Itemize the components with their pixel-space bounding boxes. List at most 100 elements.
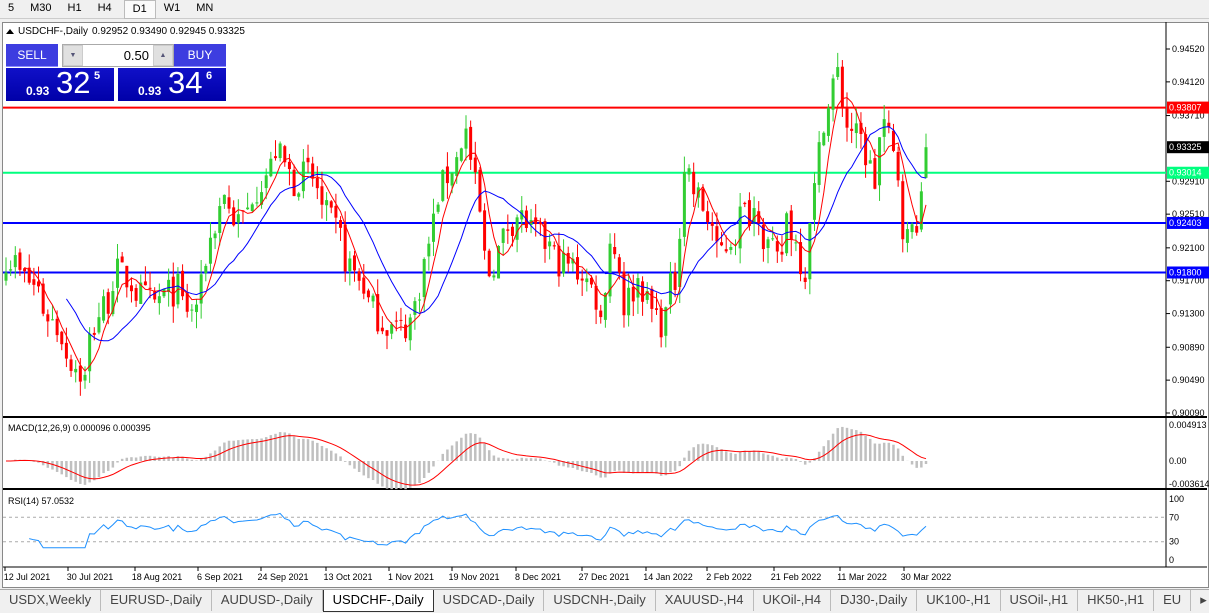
timeframe-h1[interactable]: H1	[67, 2, 82, 14]
level-price-label: 0.93807	[1169, 103, 1202, 113]
candle-body	[450, 173, 454, 186]
candle-body	[13, 255, 17, 268]
candle-body	[120, 256, 124, 263]
candle-body	[213, 233, 217, 239]
timeframe-toolbar: 5 M30 H1 H4 D1 W1 MN	[0, 0, 1209, 19]
candle-body	[464, 128, 468, 149]
timeframe-d1[interactable]: D1	[123, 0, 156, 19]
candle-body	[371, 295, 375, 302]
timeframe-w1[interactable]: W1	[163, 2, 181, 14]
candle-body	[896, 151, 900, 181]
candle-body	[840, 66, 844, 108]
buy-price-pip: 6	[206, 70, 213, 82]
candle-body	[227, 197, 231, 209]
candle-body	[50, 319, 54, 321]
candle-body	[478, 169, 482, 212]
macd-label: MACD(12,26,9) 0.000096 0.000395	[8, 423, 151, 433]
buy-price[interactable]: 0.93 34 6	[118, 65, 226, 101]
decrease-lot-icon[interactable]: ▼	[63, 45, 83, 66]
candle-body	[864, 134, 868, 166]
candle-body	[380, 327, 384, 332]
tab-uk100-h1[interactable]: UK100-,H1	[917, 590, 1001, 611]
sell-price[interactable]: 0.93 32 5	[6, 65, 114, 101]
candle-body	[46, 314, 50, 322]
increase-lot-icon[interactable]: ▲	[153, 45, 173, 66]
tab-dj30-daily[interactable]: DJ30-,Daily	[831, 590, 918, 611]
candle-body	[97, 317, 101, 333]
level-price-label: 0.91800	[1169, 267, 1202, 277]
candle-body	[329, 201, 333, 208]
date-tick-label: 30 Mar 2022	[901, 572, 952, 582]
candle-body	[60, 331, 64, 345]
candle-body	[222, 194, 226, 204]
candle-body	[891, 130, 895, 151]
candle-body	[483, 210, 487, 251]
current-price-label: 0.93325	[1169, 142, 1202, 152]
collapse-triangle-icon[interactable]	[6, 29, 14, 34]
tab-usdx-weekly[interactable]: USDX,Weekly	[0, 590, 102, 611]
candle-body	[232, 207, 236, 226]
candle-body	[915, 226, 919, 233]
tab-usdcnh-daily[interactable]: USDCNH-,Daily	[544, 590, 656, 611]
chart-canvas[interactable]: 0.94520 0.94120 0.93710 0.92910 0.92510 0.921…	[0, 0, 1209, 589]
sell-price-big: 32	[56, 65, 91, 100]
sell-button[interactable]: SELL	[6, 44, 58, 67]
candle-body	[278, 143, 282, 159]
tab-xauusd-h4[interactable]: XAUUSD-,H4	[656, 590, 754, 611]
candle-body	[627, 287, 631, 316]
candle-body	[366, 290, 370, 298]
candle-body	[799, 242, 803, 275]
symbol-label: USDCHF-,Daily	[18, 26, 88, 37]
price-tick-label: 0.90090	[1172, 408, 1205, 418]
candle-body	[562, 252, 566, 274]
candle-body	[264, 175, 268, 189]
candle-body	[836, 67, 840, 77]
candle-body	[678, 238, 682, 287]
candle-body	[139, 282, 143, 304]
candle-body	[743, 202, 747, 205]
tab-usdcad-daily[interactable]: USDCAD-,Daily	[434, 590, 545, 611]
rsi-label: RSI(14) 57.0532	[8, 496, 75, 506]
timeframe-h4[interactable]: H4	[97, 2, 112, 14]
candle-body	[413, 301, 417, 315]
tab-eurusd-daily[interactable]: EURUSD-,Daily	[101, 590, 212, 611]
tab-eu[interactable]: EU	[1154, 590, 1192, 611]
candle-body	[320, 186, 324, 205]
level-price-label-bg	[1167, 166, 1209, 179]
level-price-label-bg	[1167, 101, 1209, 114]
candle-body	[733, 244, 737, 246]
lot-size-input[interactable]	[83, 45, 153, 66]
scroll-tabs-right-icon[interactable]: ▸	[1200, 592, 1207, 607]
tab-usoil-h1[interactable]: USOil-,H1	[1001, 590, 1079, 611]
candle-body	[817, 142, 821, 185]
timeframe-m30[interactable]: M30	[30, 2, 52, 14]
candle-body	[497, 245, 501, 279]
candle-body	[171, 276, 175, 307]
macd-tick-label: 0.00	[1169, 456, 1187, 466]
candle-body	[431, 213, 435, 242]
tab-hk50-h1[interactable]: HK50-,H1	[1078, 590, 1155, 611]
candle-body	[487, 250, 491, 277]
buy-button[interactable]: BUY	[174, 44, 226, 67]
candle-body	[752, 208, 756, 224]
price-tick-label: 0.94120	[1172, 77, 1205, 87]
candle-body	[854, 123, 858, 134]
chart-tabs: USDX,Weekly EURUSD-,Daily AUDUSD-,Daily USD…	[0, 589, 1209, 613]
candle-body	[668, 273, 672, 305]
candle-body	[427, 243, 431, 257]
tab-usdchf-daily[interactable]: USDCHF-,Daily	[322, 590, 434, 612]
timeframe-5[interactable]: 5	[8, 2, 15, 14]
candle-body	[882, 119, 886, 137]
candle-body	[129, 285, 133, 292]
level-price-label-bg	[1167, 216, 1209, 229]
candle-body	[348, 258, 352, 272]
date-tick-label: 13 Oct 2021	[323, 572, 372, 582]
tab-ukoil-h4[interactable]: UKOil-,H4	[754, 590, 832, 611]
candle-body	[701, 188, 705, 211]
candle-body	[552, 245, 556, 247]
candle-body	[325, 200, 329, 206]
tab-audusd-daily[interactable]: AUDUSD-,Daily	[212, 590, 323, 611]
timeframe-mn[interactable]: MN	[196, 2, 214, 14]
candle-body	[9, 269, 13, 271]
rsi-tick-label: 30	[1169, 537, 1179, 547]
